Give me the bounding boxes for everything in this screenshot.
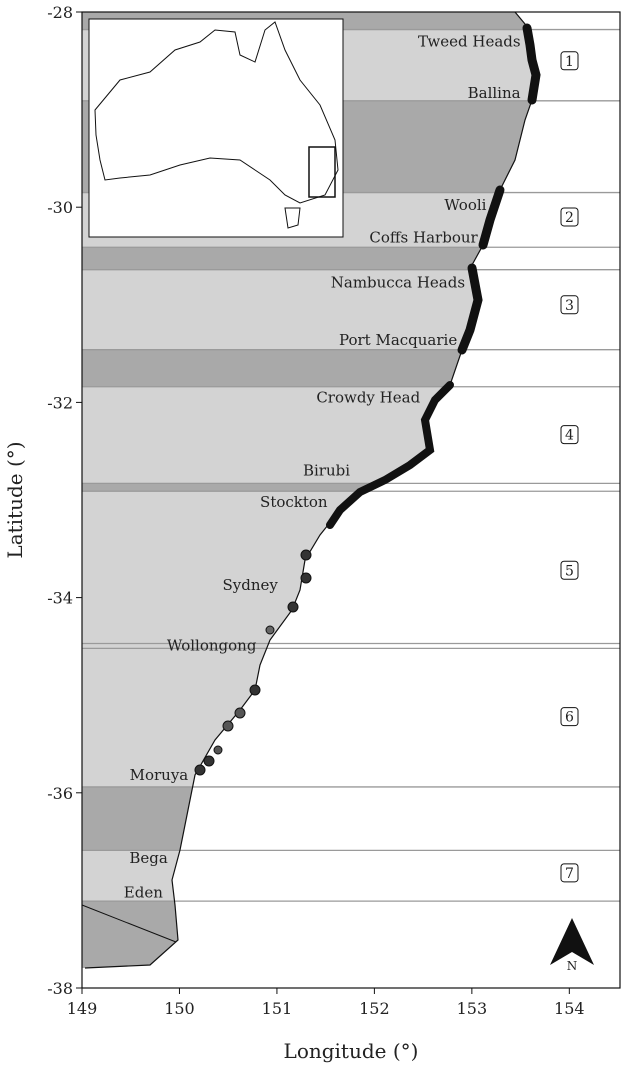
axes: 149 150 151 152 153 154-28-30-32-34-36-38 [47,3,584,1018]
y-axis-label: Latitude (°) [3,441,27,558]
zone-box [560,707,579,727]
zone-box [560,863,579,883]
x-tick-label: 152 [359,999,390,1018]
inset-map [88,18,344,238]
observation-point [213,745,223,755]
observation-point [300,572,312,584]
zone-label: 1 [565,54,574,70]
study-area-box [308,146,336,198]
place-label: Port Macquarie [339,331,457,349]
y-tick-label: -32 [47,393,73,412]
band [82,901,538,968]
x-tick-label: 150 [164,999,195,1018]
band [82,350,538,387]
place-label: Bega [129,849,168,867]
australia [94,21,339,204]
place-label: Birubi [303,462,350,480]
y-tick-label: -34 [47,589,73,608]
zone-box [560,425,579,445]
x-tick-label: 154 [554,999,585,1018]
place-label: Tweed Heads [418,32,521,50]
observation-track [478,185,505,250]
north-label: N [567,959,578,973]
band [82,483,538,491]
state-border [81,904,177,943]
observation-point [222,720,234,732]
tasmania [284,207,301,229]
band [82,247,538,270]
place-labels: Tweed Heads Ballina Wooli Coffs Harbour Namb… [124,32,521,901]
zone-boundaries [82,28,620,902]
x-axis-label: Longitude (°) [284,1039,419,1063]
observation-points [194,549,312,776]
zone-label: 5 [565,563,574,579]
observation-point [234,707,246,719]
zone-label: 2 [565,210,574,226]
observation-track [522,23,541,105]
observation-point [203,755,215,767]
place-label: Wooli [444,196,486,214]
x-tick-label: 151 [262,999,293,1018]
place-label: Wollongong [167,636,257,654]
y-tick-label: -28 [47,3,73,22]
north-arrow: N [550,918,594,973]
observation-track [457,263,483,355]
observation-point [194,764,206,776]
band [82,787,538,850]
place-label: Coffs Harbour [369,228,478,246]
observation-point [287,601,299,613]
y-tick-label: -38 [47,979,73,998]
place-label: Stockton [260,493,328,511]
place-label: Sydney [223,576,279,594]
zone-label: 7 [565,866,574,882]
zone-box [560,295,579,315]
plot-frame [81,11,621,989]
observation-track [326,381,454,529]
place-label: Eden [124,883,163,901]
y-tick-label: -30 [47,198,73,217]
place-label: Ballina [468,84,521,102]
zone-label: 4 [565,428,574,444]
place-label: Nambucca Heads [331,273,465,291]
y-tick-label: -36 [47,784,73,803]
observation-point [265,625,275,635]
place-label: Crowdy Head [316,389,420,407]
north-arrow-shape [550,918,594,965]
x-tick-label: 149 [67,999,98,1018]
place-label: Moruya [130,766,189,784]
observation-point [300,549,312,561]
observation-point [249,684,261,696]
zone-label: 3 [565,298,574,314]
observations [326,23,541,529]
zone-box [560,51,579,71]
x-tick-label: 153 [457,999,488,1018]
zone-label: 6 [565,710,574,726]
zone-labels: 1 2 3 4 5 6 7 [560,51,579,883]
zone-box [560,207,579,227]
zone-box [560,560,579,580]
